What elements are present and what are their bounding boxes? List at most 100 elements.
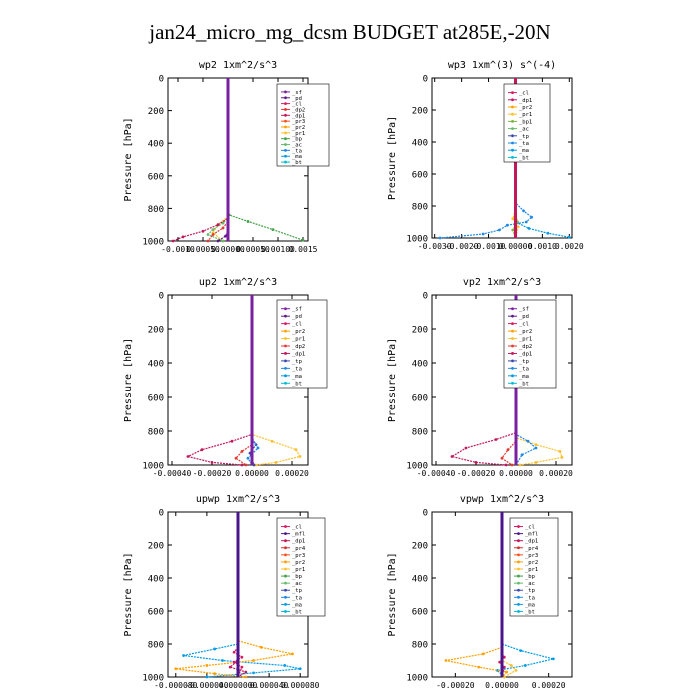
legend-marker xyxy=(284,119,287,123)
legend-entry: _cl xyxy=(525,525,535,531)
legend-entry: _ma xyxy=(292,154,302,160)
legend-marker xyxy=(284,337,287,340)
data-point xyxy=(283,664,287,667)
legend: _cl_mfl_dp1_pr4_pr3_pr2_pr1_bp_ac_tp_ta_… xyxy=(509,517,559,617)
x-tick-label: 0.00000 xyxy=(499,242,533,251)
x-tick-label: 0.00050 xyxy=(186,245,220,254)
legend-marker xyxy=(284,352,287,355)
legend-entry: _cl xyxy=(292,525,302,531)
legend-marker xyxy=(511,120,514,123)
data-point xyxy=(526,439,530,443)
legend-marker xyxy=(511,91,514,94)
data-point xyxy=(523,664,527,667)
x-tick-label: 0.000080 xyxy=(281,681,320,690)
legend-entry: _pr4 xyxy=(525,546,539,552)
legend-marker xyxy=(511,148,514,152)
legend-entry: _bt xyxy=(519,381,529,387)
legend-entry: _ma xyxy=(519,374,529,380)
y-tick-label: 1000 xyxy=(142,462,164,472)
data-point xyxy=(240,665,244,669)
data-point xyxy=(298,667,302,671)
panel-vp2: vp2 1xm^2/s^3 Pressure [hPa] 0 200 400 600 800… xyxy=(387,277,573,478)
plot-frame xyxy=(431,77,573,239)
data-point xyxy=(201,229,205,233)
legend-marker xyxy=(511,352,514,355)
y-tick-label: 400 xyxy=(412,139,428,149)
data-point xyxy=(234,456,238,460)
series-line xyxy=(445,512,508,678)
y-axis-label: Pressure [hPa] xyxy=(387,116,398,200)
legend-entry: _pr1 xyxy=(525,567,538,573)
legend-entry: _dp1 xyxy=(519,98,532,104)
legend-marker xyxy=(284,108,287,111)
y-tick-label: 0 xyxy=(423,75,428,85)
legend-entry: _ac xyxy=(292,581,302,587)
y-tick-label: 200 xyxy=(148,326,164,336)
x-tick-label: -0.0010 xyxy=(472,242,506,251)
x-tick-label: -0.00040 xyxy=(417,469,456,478)
legend-marker xyxy=(511,359,514,363)
legend-marker xyxy=(284,113,287,117)
data-point xyxy=(514,669,518,672)
data-point xyxy=(522,209,525,213)
legend-entry: _tp xyxy=(292,359,302,365)
data-point xyxy=(205,675,209,679)
legend-entry: _pr4 xyxy=(292,546,306,552)
y-tick-label: 0 xyxy=(159,75,164,85)
data-point xyxy=(438,236,442,240)
x-tick-label: -0.0010 xyxy=(161,245,195,254)
legend-entry: _pr1 xyxy=(519,112,532,118)
data-point xyxy=(205,664,209,667)
panel-upwp: upwp 1xm^2/s^3 Pressure [hPa] 0 200 400 600 80… xyxy=(123,494,326,690)
data-point xyxy=(221,226,225,230)
legend-marker xyxy=(517,539,520,543)
y-tick-label: 800 xyxy=(148,428,164,438)
data-point xyxy=(509,664,513,667)
series-line xyxy=(206,78,229,242)
panel-vpwp: vpwp 1xm^2/s^3 Pressure [hPa] 0 200 400 600 80… xyxy=(387,494,573,690)
legend-marker xyxy=(284,374,287,378)
legend-marker xyxy=(284,532,287,536)
legend-entry: _bp xyxy=(292,137,302,143)
legend-entry: _cl xyxy=(292,102,302,108)
x-tick-label: 0.00100 xyxy=(261,245,295,254)
y-tick-label: 600 xyxy=(148,608,164,618)
legend-entry: _pr2 xyxy=(519,105,532,111)
data-point xyxy=(511,217,515,221)
legend-entry: _dp1 xyxy=(292,539,305,545)
x-tick-label: 0.0010 xyxy=(528,242,557,251)
chart-title: up2 1xm^2/s^3 xyxy=(199,277,277,288)
data-point xyxy=(511,228,515,232)
legend-marker xyxy=(517,567,520,571)
legend-marker xyxy=(511,127,514,130)
data-point xyxy=(210,461,214,464)
legend-entry: _dp1 xyxy=(525,539,538,545)
legend-marker xyxy=(284,553,287,557)
data-point xyxy=(520,453,524,457)
legend-entry: _ma xyxy=(292,374,302,380)
legend-entry: _ta xyxy=(292,148,302,154)
data-point xyxy=(301,238,305,242)
legend-marker xyxy=(284,322,287,326)
legend-marker xyxy=(284,610,287,613)
legend-marker xyxy=(511,337,514,340)
y-tick-label: 800 xyxy=(412,428,428,438)
series-line xyxy=(498,512,506,678)
series-line xyxy=(172,78,229,242)
data-point xyxy=(171,239,175,243)
legend-entry: _ta xyxy=(292,366,302,372)
legend-entry: _tp xyxy=(292,588,302,594)
legend-marker xyxy=(517,595,520,599)
legend: _sf_pd _cl_pr2 _pr1_dp2_dp1 _tp_ta _ma_bt xyxy=(503,299,557,389)
data-point xyxy=(213,672,217,676)
legend-marker xyxy=(517,588,520,592)
legend-marker xyxy=(511,381,514,385)
data-point xyxy=(213,647,217,651)
data-point xyxy=(206,239,210,243)
legend-marker xyxy=(284,595,287,599)
data-point xyxy=(498,660,502,664)
legend-entry: _ac xyxy=(525,581,535,587)
y-tick-label: 200 xyxy=(148,107,164,117)
y-axis-label: Pressure [hPa] xyxy=(387,338,398,422)
y-axis-label: Pressure [hPa] xyxy=(123,117,134,201)
